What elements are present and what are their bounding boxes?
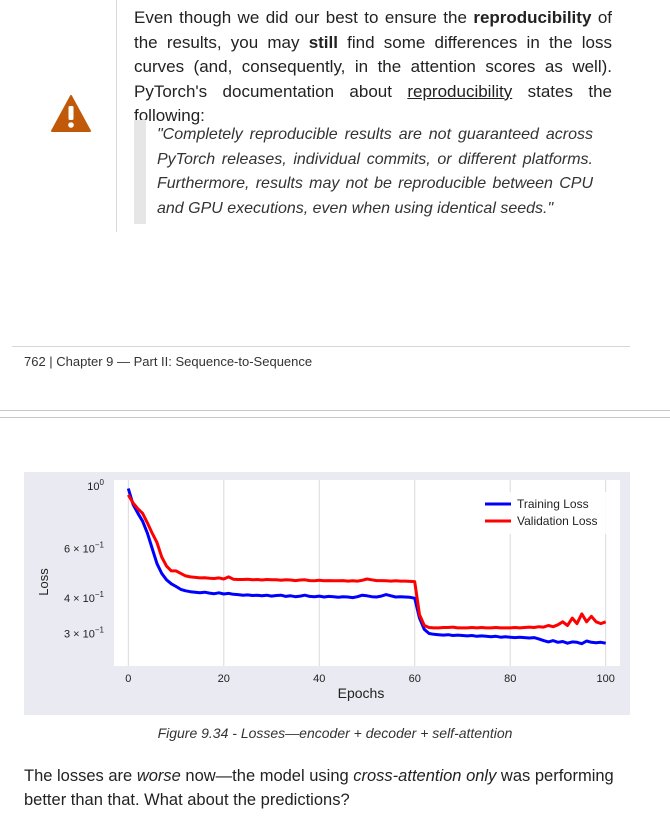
legend-box <box>479 492 613 534</box>
y-tick-exponent: −1 <box>95 541 105 550</box>
x-tick-label: 40 <box>313 673 325 685</box>
y-tick-base: 6 × 10 <box>64 544 95 556</box>
legend-label: Training Loss <box>517 497 589 511</box>
italic-cross-attention: cross-attention only <box>353 767 497 785</box>
x-tick-label: 0 <box>125 673 131 685</box>
y-tick-label: 3 × 10−1 <box>64 625 105 640</box>
y-tick-exponent: −1 <box>95 590 105 599</box>
y-tick-base: 4 × 10 <box>64 593 95 605</box>
series-line-validation <box>127 494 607 630</box>
x-tick-label: 100 <box>596 673 614 685</box>
body-paragraph: The losses are worse now—the model using… <box>24 767 614 809</box>
bold-still: still <box>308 32 338 52</box>
warning-note <box>116 0 633 232</box>
note-paragraph: Even though we did our best to ensure th… <box>134 8 613 125</box>
warning-icon <box>51 95 91 132</box>
x-tick-label: 80 <box>504 673 516 685</box>
page-footer: 762 | Chapter 9 — Part II: Sequence-to-S… <box>24 354 313 369</box>
legend: Training Loss Validation Loss <box>479 492 613 534</box>
figure-caption: Figure 9.34 - Losses—encoder + decoder +… <box>157 725 513 741</box>
page-break-line <box>0 410 670 411</box>
series-line-training <box>126 488 606 646</box>
y-tick-base: 10 <box>87 481 99 493</box>
page-break-line <box>0 417 670 418</box>
x-tick-label: 60 <box>409 673 421 685</box>
blockquote: "Completely reproducible results are not… <box>157 126 593 217</box>
x-tick-label: 20 <box>218 673 230 685</box>
italic-worse: worse <box>136 767 181 785</box>
legend-label: Validation Loss <box>517 514 598 528</box>
y-tick-base: 3 × 10 <box>64 628 95 640</box>
y-tick-exponent: 0 <box>100 478 105 487</box>
bold-reproducibility: reproducibility <box>473 8 592 27</box>
quote-bar <box>134 120 146 224</box>
footer-divider <box>12 346 630 347</box>
y-axis-label: Loss <box>36 568 51 596</box>
x-axis-label: Epochs <box>338 685 385 701</box>
reproducibility-link[interactable]: reproducibility <box>407 81 513 101</box>
y-tick-exponent: −1 <box>95 625 105 634</box>
y-tick-label: 100 <box>87 478 104 493</box>
y-tick-label: 4 × 10−1 <box>64 590 105 605</box>
y-tick-label: 6 × 10−1 <box>64 541 105 556</box>
